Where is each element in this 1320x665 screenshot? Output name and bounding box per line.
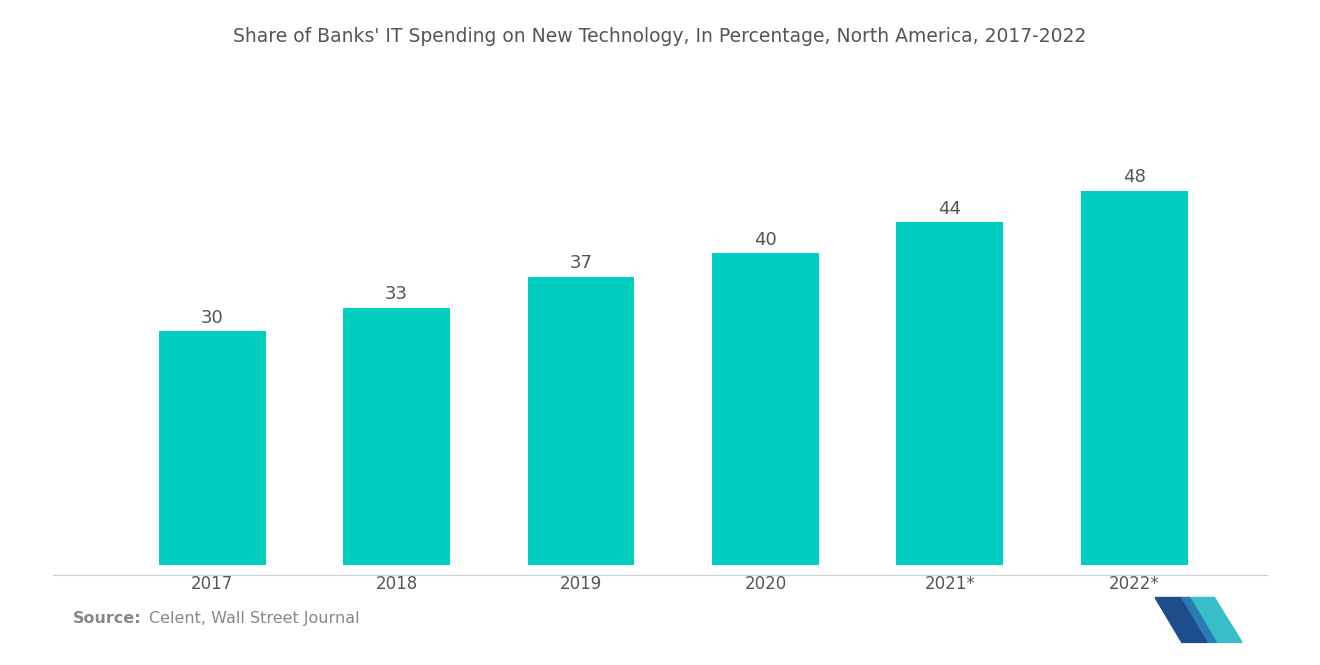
Text: Source:: Source: [73, 611, 141, 626]
Polygon shape [1155, 597, 1209, 642]
Polygon shape [1187, 597, 1242, 642]
Bar [896, 222, 1003, 565]
Text: Share of Banks' IT Spending on New Technology, In Percentage, North America, 201: Share of Banks' IT Spending on New Techn… [234, 27, 1086, 46]
Text: 40: 40 [754, 231, 776, 249]
Bar [528, 277, 635, 565]
Text: Celent, Wall Street Journal: Celent, Wall Street Journal [149, 611, 360, 626]
Bar [711, 253, 818, 565]
Bar [158, 331, 265, 565]
Text: 30: 30 [201, 309, 223, 327]
Bar [343, 308, 450, 565]
Text: 33: 33 [385, 285, 408, 303]
Bar [1081, 191, 1188, 565]
Text: 48: 48 [1123, 168, 1146, 186]
Polygon shape [1181, 597, 1217, 642]
Text: 37: 37 [569, 254, 593, 272]
Text: 44: 44 [939, 200, 961, 217]
